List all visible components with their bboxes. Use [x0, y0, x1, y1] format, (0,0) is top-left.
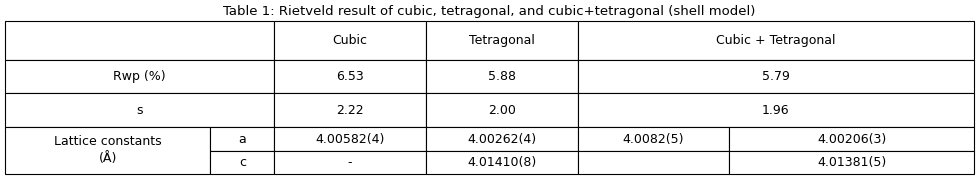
Bar	[5, 21, 274, 60]
Text: -: -	[347, 156, 352, 169]
Bar	[425, 127, 577, 151]
Bar	[210, 127, 274, 151]
Text: 2.00: 2.00	[487, 103, 515, 117]
Text: 5.88: 5.88	[487, 70, 515, 83]
Text: 4.0082(5): 4.0082(5)	[622, 133, 684, 146]
Bar	[274, 60, 425, 93]
Bar	[274, 127, 425, 151]
Bar	[425, 151, 577, 174]
Bar	[577, 21, 973, 60]
Text: 4.00206(3): 4.00206(3)	[817, 133, 885, 146]
Bar	[210, 151, 274, 174]
Bar	[425, 93, 577, 127]
Text: Cubic: Cubic	[333, 34, 367, 47]
Text: 4.00582(4): 4.00582(4)	[315, 133, 384, 146]
Text: 4.00262(4): 4.00262(4)	[467, 133, 536, 146]
Bar	[729, 127, 973, 151]
Text: 1.96: 1.96	[761, 103, 789, 117]
Text: a: a	[239, 133, 245, 146]
Bar	[274, 21, 425, 60]
Bar	[5, 60, 274, 93]
Text: c: c	[239, 156, 245, 169]
Text: 5.79: 5.79	[761, 70, 789, 83]
Bar	[425, 21, 577, 60]
Bar	[425, 60, 577, 93]
Text: 2.22: 2.22	[335, 103, 364, 117]
Bar	[729, 151, 973, 174]
Text: 4.01381(5): 4.01381(5)	[817, 156, 885, 169]
Text: 4.01410(8): 4.01410(8)	[467, 156, 536, 169]
Text: Cubic + Tetragonal: Cubic + Tetragonal	[715, 34, 835, 47]
Text: Table 1: Rietveld result of cubic, tetragonal, and cubic+tetragonal (shell model: Table 1: Rietveld result of cubic, tetra…	[223, 5, 755, 18]
Bar	[5, 127, 210, 174]
Bar	[274, 151, 425, 174]
Bar	[577, 60, 973, 93]
Text: s: s	[136, 103, 143, 117]
Bar	[577, 151, 729, 174]
Bar	[577, 93, 973, 127]
Text: Rwp (%): Rwp (%)	[113, 70, 165, 83]
Bar	[577, 127, 729, 151]
Text: 6.53: 6.53	[335, 70, 364, 83]
Bar	[5, 93, 274, 127]
Text: Tetragonal: Tetragonal	[468, 34, 534, 47]
Bar	[274, 93, 425, 127]
Text: Lattice constants
(Å): Lattice constants (Å)	[54, 136, 161, 165]
